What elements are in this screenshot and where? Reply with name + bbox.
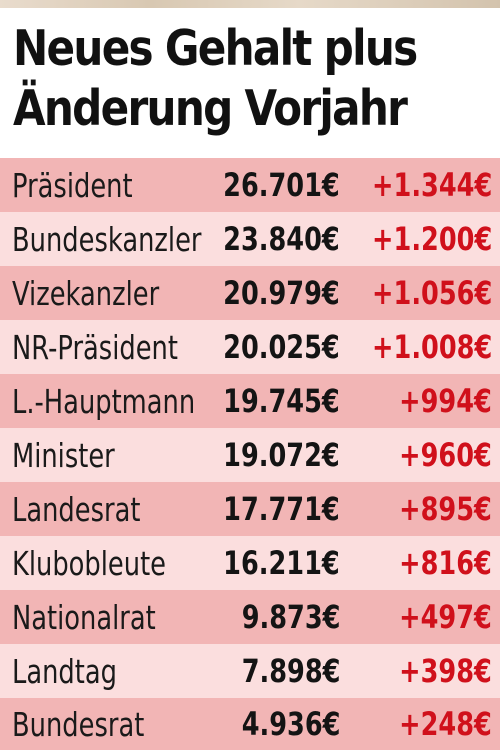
- chart-title-line-1: Neues Gehalt plus: [13, 20, 418, 77]
- table-row: Landesrat 17.771€ +895€: [0, 482, 500, 536]
- row-change: +1.344€: [371, 166, 492, 204]
- row-change: +248€: [399, 705, 492, 743]
- row-label: Präsident: [12, 165, 133, 205]
- table-row: Klubobleute 16.211€ +816€: [0, 536, 500, 590]
- row-salary: 7.898€: [241, 652, 340, 690]
- row-salary: 19.745€: [223, 382, 340, 420]
- table-row: NR-Präsident 20.025€ +1.008€: [0, 320, 500, 374]
- table-row: Minister 19.072€ +960€: [0, 428, 500, 482]
- row-label: Bundeskanzler: [12, 219, 202, 259]
- row-salary: 16.211€: [223, 544, 340, 582]
- row-label: Nationalrat: [12, 597, 156, 637]
- table-row: Präsident 26.701€ +1.344€: [0, 158, 500, 212]
- row-label: Minister: [12, 435, 115, 475]
- salary-table: Präsident 26.701€ +1.344€ Bundeskanzler 23.8…: [0, 158, 500, 750]
- row-change: +1.056€: [371, 274, 492, 312]
- row-salary: 20.979€: [223, 274, 340, 312]
- row-change: +816€: [399, 544, 492, 582]
- row-change: +994€: [399, 382, 492, 420]
- row-label: Klubobleute: [12, 543, 167, 583]
- top-decorative-strip: [0, 0, 500, 8]
- chart-header: Neues Gehalt plus Änderung Vorjahr: [0, 8, 500, 158]
- table-row: Bundeskanzler 23.840€ +1.200€: [0, 212, 500, 266]
- row-change: +1.008€: [371, 328, 492, 366]
- table-row: Landtag 7.898€ +398€: [0, 644, 500, 698]
- row-salary: 19.072€: [223, 436, 340, 474]
- row-label: Landtag: [12, 651, 117, 691]
- table-row: Vizekanzler 20.979€ +1.056€: [0, 266, 500, 320]
- row-change: +960€: [399, 436, 492, 474]
- row-label: Landesrat: [12, 489, 141, 529]
- row-change: +497€: [399, 598, 492, 636]
- row-change: +398€: [399, 652, 492, 690]
- row-change: +895€: [399, 490, 492, 528]
- row-salary: 17.771€: [223, 490, 340, 528]
- table-row: L.-Hauptmann 19.745€ +994€: [0, 374, 500, 428]
- row-salary: 9.873€: [241, 598, 340, 636]
- row-change: +1.200€: [371, 220, 492, 258]
- row-label: NR-Präsident: [12, 327, 178, 367]
- row-salary: 4.936€: [241, 705, 340, 743]
- row-salary: 26.701€: [223, 166, 340, 204]
- row-label: L.-Hauptmann: [12, 381, 196, 421]
- row-salary: 20.025€: [223, 328, 340, 366]
- chart-title-line-2: Änderung Vorjahr: [13, 80, 408, 137]
- row-label: Vizekanzler: [12, 273, 160, 313]
- row-label: Bundesrat: [12, 704, 145, 744]
- table-row: Nationalrat 9.873€ +497€: [0, 590, 500, 644]
- table-row: Bundesrat 4.936€ +248€: [0, 698, 500, 750]
- row-salary: 23.840€: [223, 220, 340, 258]
